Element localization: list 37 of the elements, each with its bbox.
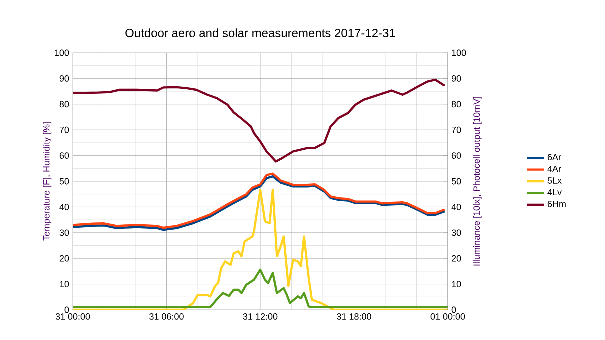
y2-tick-label: 0 [452,306,456,314]
x-tick-label: 31 00:00 [56,314,90,320]
legend-label: 6Ar [548,154,562,161]
line-series [73,78,446,163]
line-series [73,268,448,309]
y-tick-label: 100 [55,50,70,56]
legend-label: 6Hm [548,201,566,208]
y-tick-label: 0 [64,306,70,314]
chart-title: Outdoor aero and solar measurements 2017-12-31 [126,28,396,38]
y2-tick-label: 10 [452,281,462,288]
y-tick-label: 90 [60,76,70,82]
y-tick-label: 70 [60,126,70,134]
x-tick-label: 01 00:00 [430,314,466,320]
y2-tick-label: 70 [452,126,462,134]
x-tick-label: 31 18:00 [337,314,372,320]
y2-tick-label: 90 [452,76,462,82]
y2-tick-label: 40 [452,204,462,210]
y-tick-label: 80 [60,101,70,108]
y-tick-label: 40 [60,204,70,210]
y-axis-title: Temperature [F], Humidity [%] [43,122,52,241]
y2-tick-label: 80 [452,101,462,108]
y-tick-label: 10 [60,281,70,288]
y-tick-label: 30 [60,230,70,236]
y2-tick-label: 60 [452,152,462,159]
y2-tick-label: 50 [452,178,462,185]
x-tick-label: 31 12:00 [243,314,278,320]
y-tick-label: 20 [60,255,70,262]
y2-axis-title: Illuminance [10lx], Photocell output [10mV] [473,97,482,266]
y2-tick-label: 100 [452,50,466,56]
x-tick-label: 31 06:00 [150,314,184,320]
y-tick-label: 60 [60,152,70,159]
y-tick-label: 50 [60,178,70,185]
legend-label: 4Ar [548,166,562,172]
legend-label: 4Lv [548,189,562,196]
y2-tick-label: 30 [452,230,462,236]
y2-tick-label: 20 [452,255,462,262]
legend-label: 5Lx [548,178,562,184]
